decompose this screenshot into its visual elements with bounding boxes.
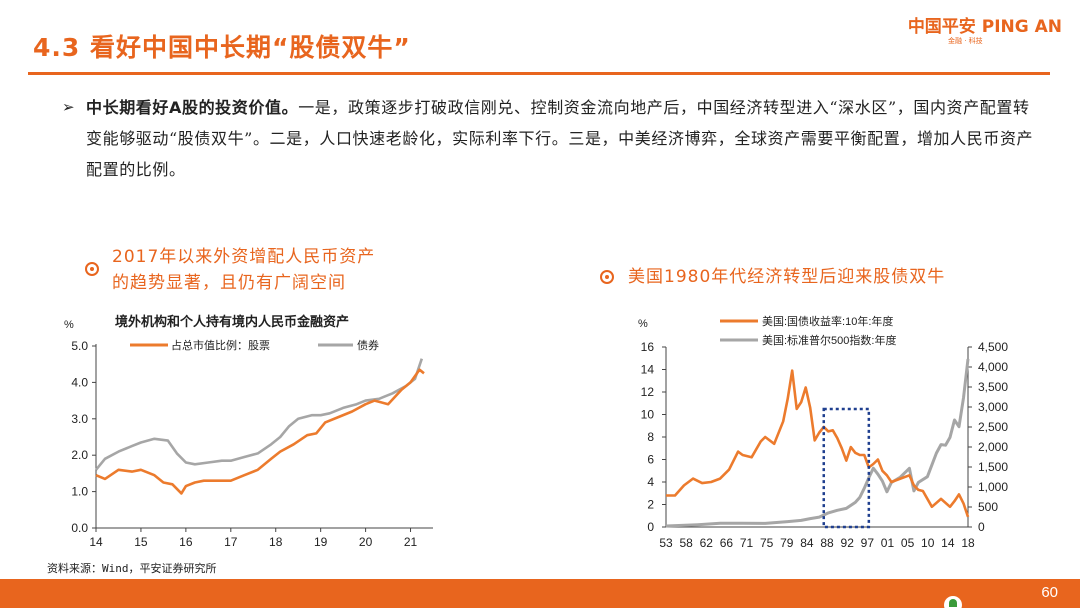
right-y-tick-label: 16 (641, 340, 655, 354)
right-x-tick-label: 75 (760, 536, 774, 550)
left-x-tick-label: 18 (269, 535, 283, 549)
right-series-sp500-line (665, 358, 970, 528)
key-point-paragraph: ➢ 中长期看好A股的投资价值。一是，政策逐步打破政信刚兑、控制资金流向地产后，中… (62, 92, 1037, 185)
right-x-tick-label: 66 (720, 536, 734, 550)
left-chart-title: 境外机构和个人持有境内人民币金融资产 (115, 315, 350, 330)
right-y2-tick-label: 500 (978, 500, 998, 514)
right-y-tick-label: 4 (647, 475, 654, 489)
left-series-bond-line (94, 358, 424, 471)
left-x-tick-label: 19 (314, 535, 328, 549)
left-x-tick-label: 14 (89, 535, 103, 549)
right-x-tick-label: 97 (861, 536, 875, 550)
key-point-text: 中长期看好A股的投资价值。一是，政策逐步打破政信刚兑、控制资金流向地产后，中国经… (86, 92, 1037, 185)
right-y-tick-label: 10 (641, 408, 655, 422)
left-subtitle-line2: 的趋势显著，且仍有广阔空间 (112, 273, 346, 293)
right-y2-tick-label: 0 (978, 520, 985, 534)
left-y-tick-label: 2.0 (71, 448, 88, 462)
target-bullet-icon (600, 270, 614, 284)
right-x-tick-label: 05 (901, 536, 915, 550)
right-y2-tick-label: 1,500 (978, 460, 1008, 474)
logo-text: 中国平安 PING AN (907, 17, 1062, 37)
left-chart: % 0.0 1.0 2.0 3.0 4.0 5.0 14 15 16 17 18 19 20 21 占总市值比… (64, 319, 433, 549)
right-y-tick-label: 14 (641, 363, 655, 377)
right-series-yield-line (666, 369, 970, 518)
right-y2-tick-label: 4,000 (978, 360, 1008, 374)
source-note: 资料来源：Wind，平安证券研究所 (47, 562, 217, 575)
right-y2-tick-label: 2,500 (978, 420, 1008, 434)
arrow-bullet-icon: ➢ (62, 98, 75, 116)
right-x-tick-label: 53 (659, 536, 673, 550)
right-y2-tick-label: 4,500 (978, 340, 1008, 354)
left-y-tick-label: 3.0 (71, 412, 88, 426)
left-series-stock-line (95, 368, 425, 495)
right-x-tick-label: 71 (740, 536, 754, 550)
page-number: 60 (1041, 584, 1058, 601)
left-y-tick-label: 0.0 (71, 521, 88, 535)
right-y-unit: % (638, 318, 648, 330)
key-point-body: 一是，政策逐步打破政信刚兑、控制资金流向地产后，中国经济转型进入“深水区”，国内… (86, 98, 1034, 179)
logo-tagline: 金融 · 科技 (948, 37, 983, 45)
left-y-tick-label: 1.0 (71, 485, 88, 499)
right-y-tick-label: 8 (647, 430, 654, 444)
target-bullet-icon (85, 262, 99, 276)
left-subtitle-line1: 2017年以来外资增配人民币资产 (112, 247, 376, 267)
left-x-tick-label: 20 (359, 535, 373, 549)
right-x-tick-label: 18 (961, 536, 975, 550)
right-chart: % 0 2 4 6 8 10 12 14 16 0 500 1,000 1,500 2,000 2,500 3,… (638, 314, 1008, 550)
right-legend-label-yield: 美国:国债收益率:10年:年度 (762, 314, 893, 328)
right-y-tick-label: 0 (647, 520, 654, 534)
page-title: 4.3 看好中国中长期“股债双牛” (33, 33, 411, 62)
right-x-tick-label: 10 (921, 536, 935, 550)
left-x-tick-label: 21 (404, 535, 418, 549)
right-x-tick-label: 14 (941, 536, 955, 550)
right-x-tick-label: 01 (881, 536, 895, 550)
footer-tree-icon (944, 596, 962, 614)
key-point-lead: 中长期看好A股的投资价值。 (86, 98, 299, 117)
footer-bar (0, 579, 1080, 608)
right-x-tick-label: 92 (841, 536, 855, 550)
left-x-tick-label: 16 (179, 535, 193, 549)
company-logo: 中国平安 PING AN 金融 · 科技 (892, 12, 1062, 46)
right-y2-tick-label: 1,000 (978, 480, 1008, 494)
right-y-tick-label: 2 (647, 498, 654, 512)
right-x-tick-label: 58 (679, 536, 693, 550)
right-y-tick-label: 6 (647, 453, 654, 467)
right-y2-tick-label: 2,000 (978, 440, 1008, 454)
left-y-tick-label: 5.0 (71, 339, 88, 353)
right-y2-tick-label: 3,500 (978, 380, 1008, 394)
right-highlight-box (822, 407, 871, 529)
title-divider (28, 72, 1050, 75)
right-x-tick-label: 88 (820, 536, 834, 550)
left-y-tick-label: 4.0 (71, 375, 88, 389)
right-x-tick-label: 62 (700, 536, 714, 550)
right-x-tick-label: 79 (780, 536, 794, 550)
left-y-unit: % (64, 319, 74, 331)
right-y-tick-label: 12 (641, 385, 655, 399)
left-panel-subtitle: 2017年以来外资增配人民币资产 的趋势显著，且仍有广阔空间 (112, 244, 375, 296)
left-legend-label-bond: 债券 (357, 338, 379, 352)
right-legend-label-sp500: 美国:标准普尔500指数:年度 (762, 333, 896, 347)
right-y2-tick-label: 3,000 (978, 400, 1008, 414)
left-x-tick-label: 15 (134, 535, 148, 549)
left-legend-label-stock: 占总市值比例：股票 (171, 338, 270, 352)
right-panel-subtitle: 美国1980年代经济转型后迎来股债双牛 (628, 267, 946, 287)
right-x-tick-label: 84 (800, 536, 814, 550)
left-x-tick-label: 17 (224, 535, 238, 549)
